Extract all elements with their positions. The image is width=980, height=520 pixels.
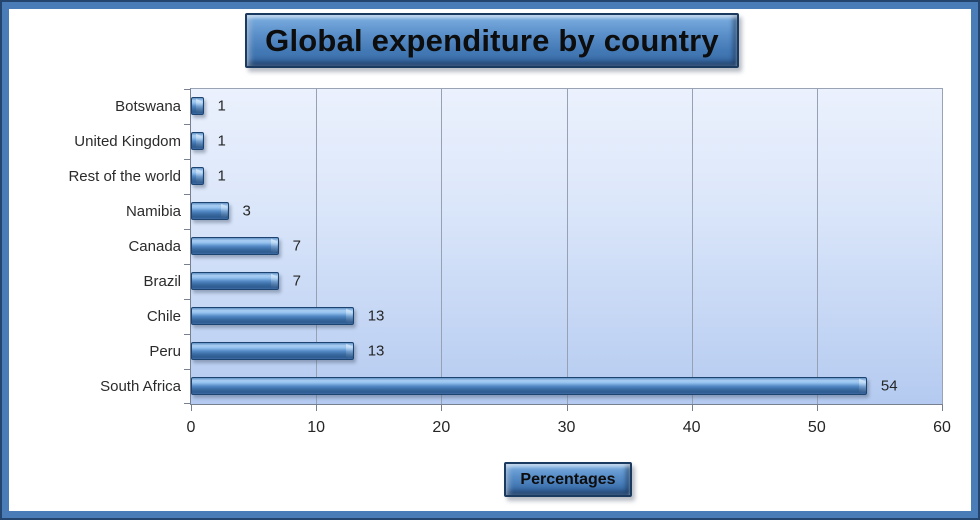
bar-row: 1 xyxy=(191,159,942,194)
y-axis-tick xyxy=(184,264,191,265)
bar-value-label: 1 xyxy=(217,97,226,115)
y-axis-tick xyxy=(184,403,191,404)
bar-chile xyxy=(191,307,354,326)
bar-botswana xyxy=(191,97,204,116)
y-axis-category-label: Canada xyxy=(128,237,181,255)
bar-value-label: 1 xyxy=(217,167,226,185)
bar-row: 3 xyxy=(191,194,942,229)
bar-row: 13 xyxy=(191,334,942,369)
bar-value-label: 7 xyxy=(292,272,301,290)
y-axis-category-label: South Africa xyxy=(100,377,181,395)
x-axis-tick xyxy=(191,404,192,411)
y-axis-category-label: Namibia xyxy=(125,202,181,220)
x-axis-title-box: Percentages xyxy=(504,462,632,497)
y-axis-tick xyxy=(184,298,191,300)
gridline xyxy=(816,89,818,404)
x-axis-tick xyxy=(441,404,443,411)
bar-united-kingdom xyxy=(191,132,204,151)
bar-value-label: 13 xyxy=(367,342,385,360)
x-axis-tick xyxy=(316,404,318,411)
y-axis-category-label: United Kingdom xyxy=(74,132,181,150)
y-axis-category-label: Botswana xyxy=(115,97,181,115)
bar-row: 1 xyxy=(191,124,942,159)
x-axis-tick-label: 40 xyxy=(682,419,701,436)
bar-brazil xyxy=(191,272,279,291)
y-axis-tick xyxy=(184,228,191,230)
bar-value-label: 1 xyxy=(217,132,226,150)
gridline xyxy=(441,89,443,404)
x-axis-tick xyxy=(566,404,568,411)
bar-south-africa xyxy=(191,377,867,396)
y-axis-category-label: Peru xyxy=(149,342,181,360)
bar-canada xyxy=(191,237,279,256)
chart-title: Global expenditure by country xyxy=(265,22,719,58)
x-axis-tick-label: 60 xyxy=(933,419,951,436)
bar-value-label: 13 xyxy=(367,307,385,325)
bar-row: 7 xyxy=(191,264,942,299)
x-axis-tick-label: 20 xyxy=(432,419,451,436)
bar-row: 13 xyxy=(191,299,942,334)
y-axis-category-label: Chile xyxy=(146,307,181,325)
y-axis-tick xyxy=(184,334,191,335)
bar-row: 54 xyxy=(191,369,942,404)
x-axis-tick-label: 10 xyxy=(307,419,326,436)
y-axis-category-label: Brazil xyxy=(143,272,181,290)
x-axis-tick-label: 30 xyxy=(557,419,576,436)
y-axis-tick xyxy=(184,158,191,160)
bar-row: 7 xyxy=(191,229,942,264)
x-axis-title: Percentages xyxy=(520,470,616,488)
x-axis-tick xyxy=(691,404,693,411)
bar-row: 1 xyxy=(191,89,942,124)
y-axis-tick xyxy=(184,368,191,370)
x-axis-tick-label: 50 xyxy=(807,419,826,436)
x-axis-tick-label: 0 xyxy=(186,419,196,436)
gridline xyxy=(691,89,693,404)
chart-title-box: Global expenditure by country xyxy=(245,13,739,68)
y-axis-tick xyxy=(184,193,191,195)
bar-value-label: 3 xyxy=(242,202,251,220)
plot-area: 0 10 20 30 40 50 60 Botswana 1 United Kingdom 1 Res… xyxy=(68,88,951,436)
x-axis-tick xyxy=(816,404,818,411)
y-axis-tick xyxy=(184,123,191,125)
bar-value-label: 54 xyxy=(880,377,898,395)
y-axis-category-label: Rest of the world xyxy=(68,167,181,185)
y-axis-tick xyxy=(184,89,191,90)
gridline xyxy=(566,89,568,404)
gridline xyxy=(316,89,318,404)
x-axis-tick xyxy=(942,404,943,411)
bar-value-label: 7 xyxy=(292,237,301,255)
bar-namibia xyxy=(191,202,229,221)
bar-peru xyxy=(191,342,354,361)
bar-rest-of-the-world xyxy=(191,167,204,186)
